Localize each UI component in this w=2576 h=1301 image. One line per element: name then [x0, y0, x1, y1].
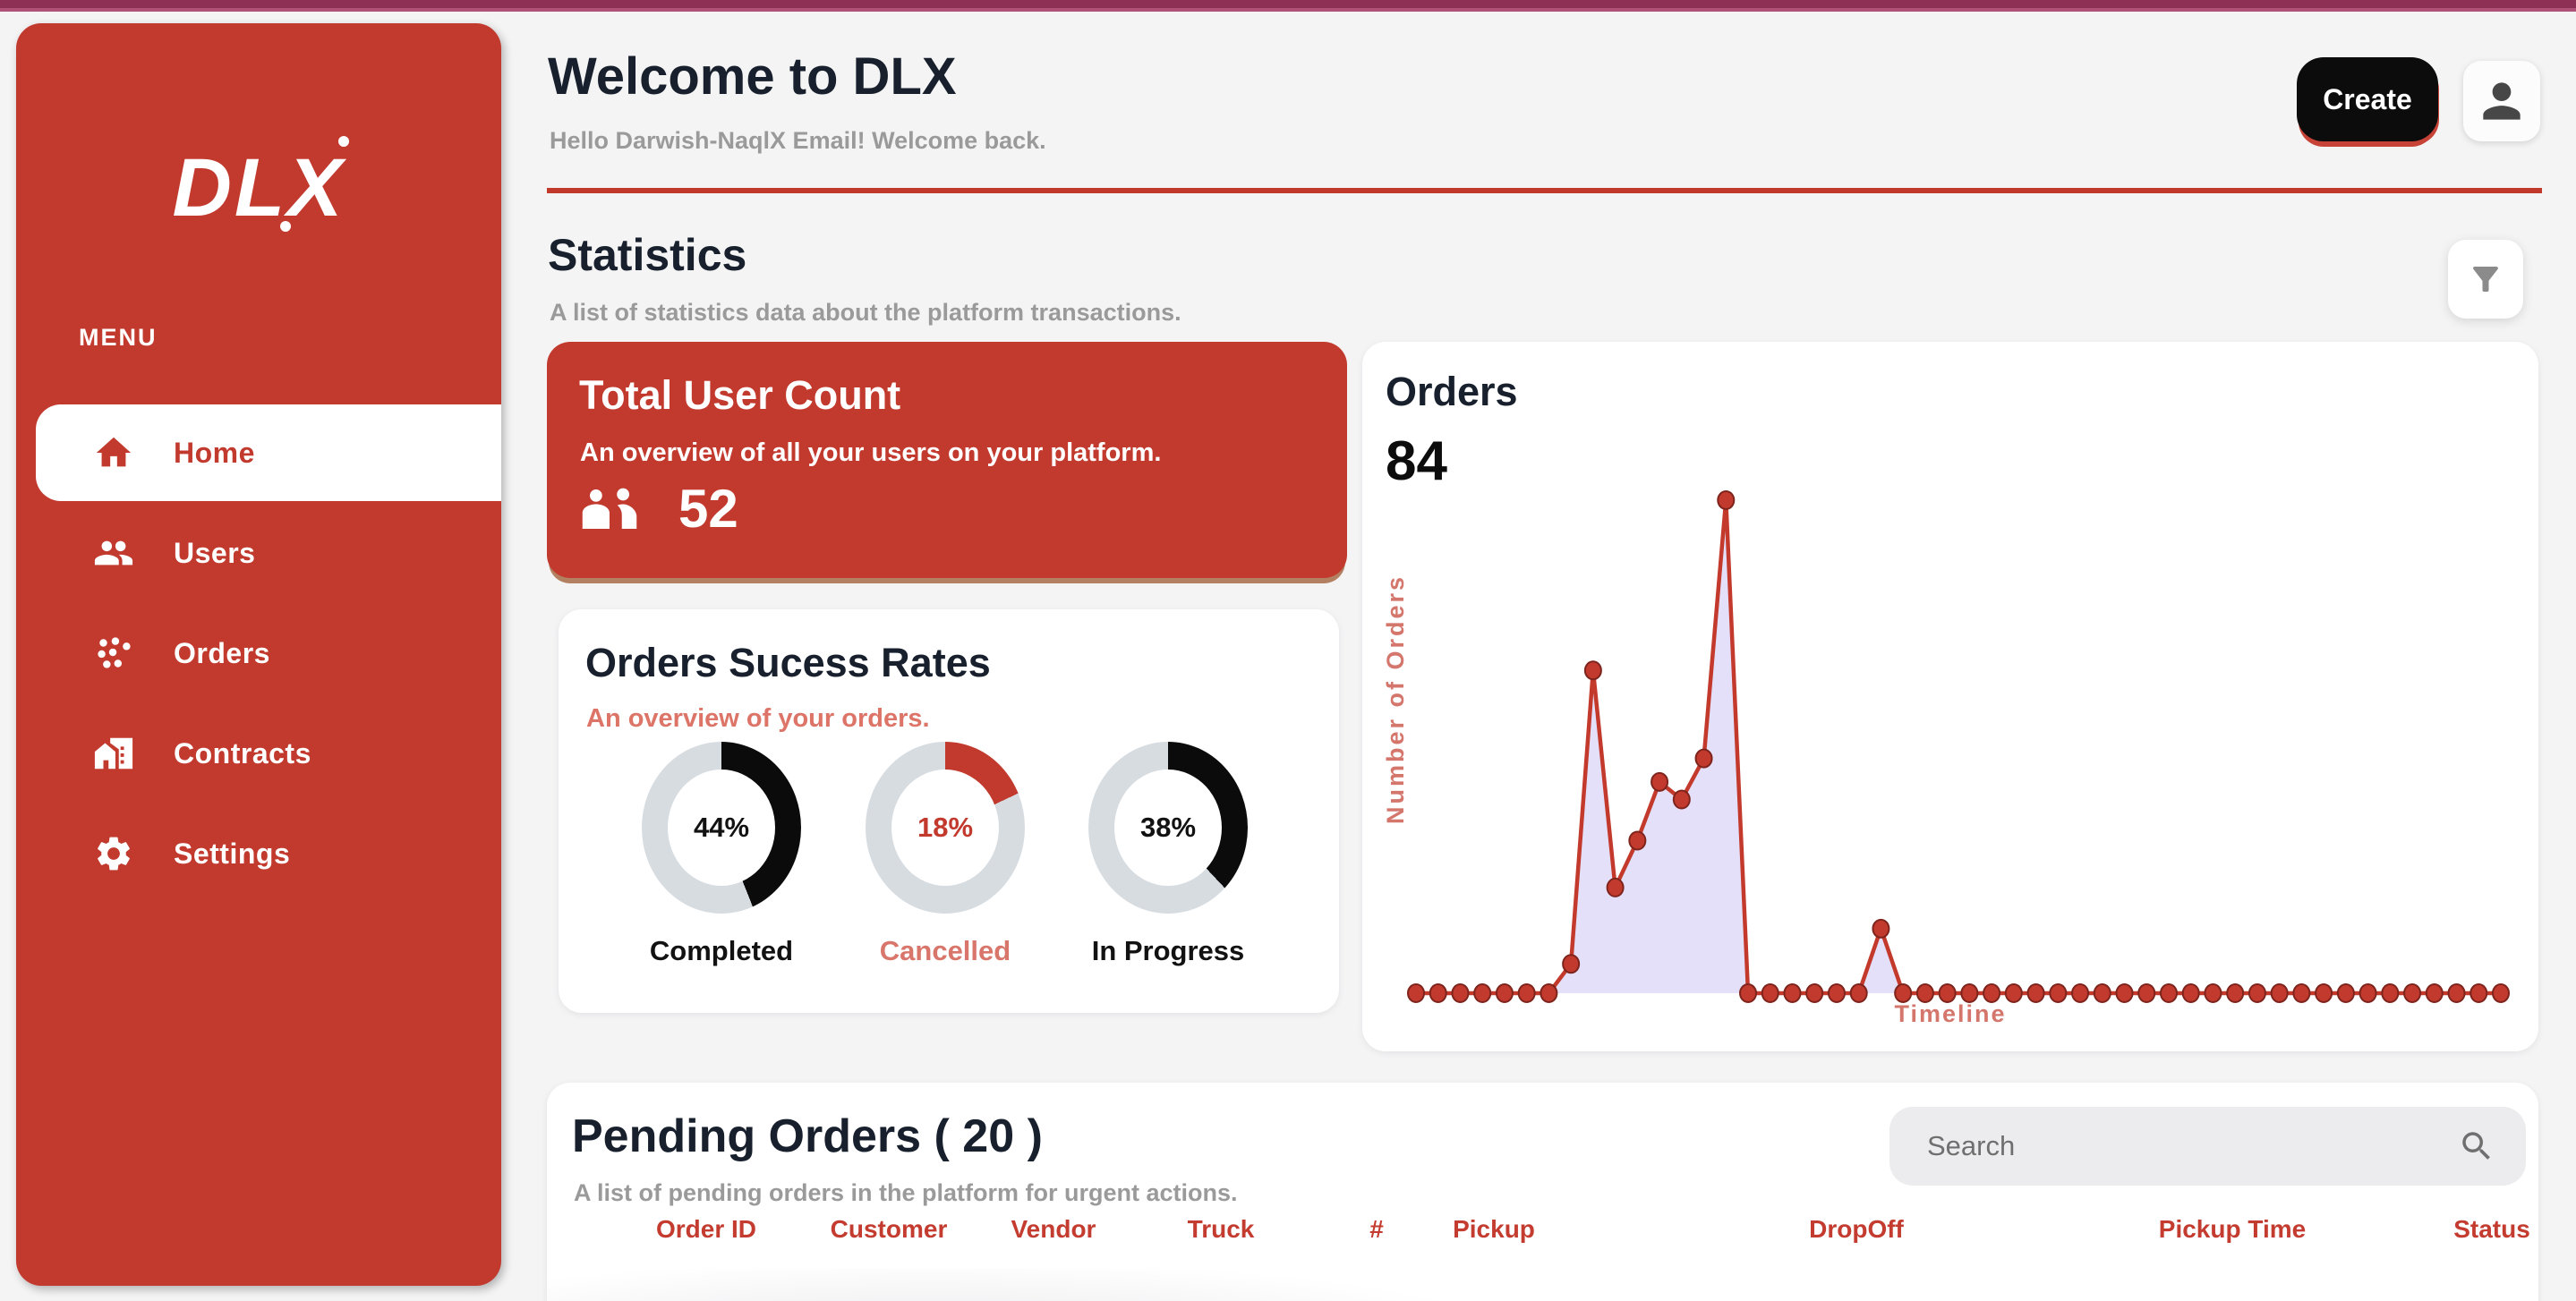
sidebar-item-settings[interactable]: Settings: [16, 805, 501, 902]
sidebar-item-label: Orders: [174, 636, 270, 669]
column-header-number[interactable]: #: [1369, 1215, 1384, 1243]
funnel-icon: [2467, 260, 2504, 298]
contracts-icon: [93, 733, 134, 774]
total-user-count-card: Total User Count An overview of all your…: [547, 342, 1347, 578]
sidebar-item-label: Home: [174, 436, 255, 469]
person-icon: [2474, 73, 2529, 129]
column-header-truck[interactable]: Truck: [1187, 1215, 1255, 1243]
search-input[interactable]: [1889, 1107, 2458, 1186]
settings-gear-icon: [93, 833, 134, 874]
column-header-dropoff[interactable]: DropOff: [1809, 1215, 1904, 1243]
pending-orders-card: Pending Orders ( 20 ) A list of pending …: [547, 1083, 2538, 1301]
donut-value: 18%: [917, 812, 974, 843]
statistics-title: Statistics: [548, 230, 747, 280]
donut-cancelled: 18% Cancelled: [866, 742, 1025, 967]
pending-orders-title: Pending Orders ( 20 ): [572, 1110, 1043, 1162]
column-header-vendor[interactable]: Vendor: [1011, 1215, 1096, 1243]
donut-chart-cancelled: 18%: [866, 742, 1025, 914]
header-divider: [547, 188, 2542, 193]
success-rates-subtitle: An overview of your orders.: [586, 704, 930, 733]
create-button[interactable]: Create: [2297, 57, 2438, 141]
search-icon[interactable]: [2458, 1127, 2495, 1165]
donut-completed: 44% Completed: [642, 742, 801, 967]
home-icon: [93, 432, 134, 473]
donut-value: 44%: [693, 812, 750, 843]
donut-label: In Progress: [1091, 935, 1245, 966]
users-group-icon: [580, 480, 639, 539]
pending-orders-table-header: Order ID Customer Vendor Truck # Pickup …: [547, 1215, 2538, 1263]
filter-button[interactable]: [2448, 240, 2523, 319]
success-rates-title: Orders Sucess Rates: [585, 640, 991, 685]
orders-chart-title: Orders: [1386, 369, 1518, 414]
orders-line-chart: [1407, 490, 2510, 1003]
statistics-subtitle: A list of statistics data about the plat…: [550, 299, 1181, 326]
sidebar-item-label: Settings: [174, 837, 291, 870]
sidebar-item-users[interactable]: Users: [16, 505, 501, 601]
column-header-order-id[interactable]: Order ID: [655, 1215, 757, 1243]
logo-text: DL: [172, 142, 288, 234]
orders-dots-icon: [93, 633, 134, 674]
orders-total-value: 84: [1386, 430, 1447, 492]
column-header-customer[interactable]: Customer: [830, 1215, 948, 1243]
sidebar-item-contracts[interactable]: Contracts: [16, 705, 501, 802]
column-header-status[interactable]: Status: [2453, 1215, 2530, 1243]
x-axis-label: Timeline: [1894, 1000, 2007, 1027]
sidebar: DLX MENU Home Users Orders: [16, 23, 501, 1286]
search-box: [1889, 1107, 2526, 1186]
donut-chart-in-progress: 38%: [1088, 742, 1248, 914]
column-header-pickup[interactable]: Pickup: [1453, 1215, 1535, 1243]
orders-chart-card: Orders 84 Number of Orders Timeline: [1362, 342, 2538, 1051]
dlx-logo: DLX: [16, 136, 501, 235]
donut-value: 38%: [1139, 812, 1197, 843]
welcome-subtitle: Hello Darwish-NaqlX Email! Welcome back.: [550, 127, 1046, 154]
pending-orders-subtitle: A list of pending orders in the platform…: [574, 1179, 1238, 1206]
total-users-subtitle: An overview of all your users on your pl…: [580, 438, 1162, 467]
orders-success-rates-card: Orders Sucess Rates An overview of your …: [559, 609, 1339, 1013]
total-users-count-row: 52: [580, 478, 738, 540]
donut-label: Completed: [649, 935, 794, 966]
donut-chart-completed: 44%: [642, 742, 801, 914]
total-users-title: Total User Count: [579, 372, 901, 418]
avatar[interactable]: [2463, 61, 2540, 141]
users-icon: [93, 532, 134, 574]
logo-x: X: [280, 136, 349, 235]
column-header-pickup-time[interactable]: Pickup Time: [2158, 1215, 2307, 1243]
sidebar-item-home[interactable]: Home: [36, 404, 501, 501]
donut-label: Cancelled: [879, 935, 1011, 966]
sidebar-nav: Home Users Orders Contracts: [16, 404, 501, 906]
window-top-strip: [0, 0, 2576, 12]
menu-section-label: MENU: [79, 324, 158, 351]
page-title: Welcome to DLX: [548, 47, 957, 106]
loading-row-placeholder: [547, 1269, 2538, 1301]
total-user-count-value: 52: [678, 479, 738, 539]
sidebar-item-label: Contracts: [174, 736, 311, 770]
sidebar-item-orders[interactable]: Orders: [16, 605, 501, 702]
donut-in-progress: 38% In Progress: [1088, 742, 1248, 967]
sidebar-item-label: Users: [174, 536, 256, 569]
